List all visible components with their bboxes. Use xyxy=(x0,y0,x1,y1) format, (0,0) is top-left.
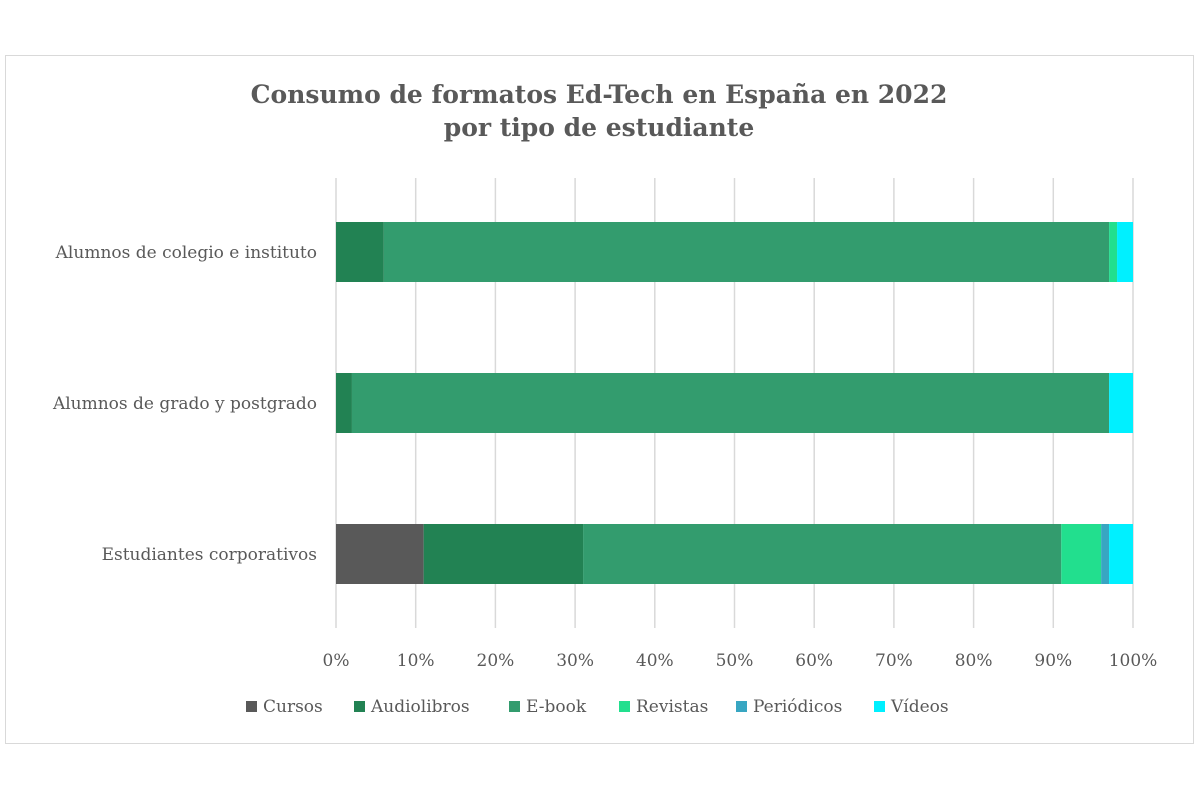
legend-item: Periódicos xyxy=(736,697,842,717)
legend-swatch xyxy=(354,701,365,712)
category-labels: Alumnos de colegio e instituto Alumnos de… xyxy=(52,243,317,565)
x-tick-label: 90% xyxy=(1034,651,1072,671)
bar-segment xyxy=(1101,524,1110,584)
chart-frame: Consumo de formatos Ed-Tech en España en… xyxy=(5,55,1194,744)
bar-segment xyxy=(351,373,1110,433)
bar-segment xyxy=(1109,373,1133,433)
legend: Cursos Audiolibros E-book Revistas Periódico… xyxy=(246,697,949,717)
x-tick-label: 50% xyxy=(716,651,754,671)
legend-label: Cursos xyxy=(263,697,323,717)
chart-subtitle: por tipo de estudiante xyxy=(444,113,755,142)
legend-swatch xyxy=(874,701,885,712)
category-label: Estudiantes corporativos xyxy=(102,545,317,565)
legend-swatch xyxy=(509,701,520,712)
bar-segment xyxy=(1117,222,1133,282)
bar-segment xyxy=(336,524,424,584)
bar-segment xyxy=(336,222,384,282)
bar-segment xyxy=(583,524,1062,584)
legend-item: Audiolibros xyxy=(354,697,470,717)
legend-label: Revistas xyxy=(636,697,708,717)
x-tick-label: 20% xyxy=(477,651,515,671)
bars xyxy=(336,222,1133,584)
x-tick-label: 80% xyxy=(955,651,993,671)
x-tick-label: 60% xyxy=(795,651,833,671)
x-tick-labels: 0% 10% 20% 30% 40% 50% 60% 70% 80% 90% 100% xyxy=(323,651,1158,671)
bar-segment xyxy=(1109,222,1118,282)
category-label: Alumnos de grado y postgrado xyxy=(52,394,317,414)
bar-segment xyxy=(1061,524,1102,584)
x-tick-label: 100% xyxy=(1109,651,1158,671)
bar-segment xyxy=(383,222,1110,282)
x-tick-label: 10% xyxy=(397,651,435,671)
legend-item: Revistas xyxy=(619,697,708,717)
legend-item: Vídeos xyxy=(874,697,949,717)
category-label: Alumnos de colegio e instituto xyxy=(55,243,317,263)
x-tick-label: 40% xyxy=(636,651,674,671)
legend-item: Cursos xyxy=(246,697,323,717)
legend-label: Periódicos xyxy=(753,697,842,717)
legend-label: Audiolibros xyxy=(370,697,470,717)
legend-swatch xyxy=(246,701,257,712)
x-tick-label: 0% xyxy=(323,651,350,671)
legend-swatch xyxy=(619,701,630,712)
legend-label: E-book xyxy=(526,697,587,717)
bar-segment xyxy=(336,373,352,433)
legend-item: E-book xyxy=(509,697,587,717)
chart-title: Consumo de formatos Ed-Tech en España en… xyxy=(251,80,948,109)
bar-segment xyxy=(1109,524,1133,584)
chart: Consumo de formatos Ed-Tech en España en… xyxy=(52,80,1158,717)
x-tick-label: 30% xyxy=(556,651,594,671)
legend-label: Vídeos xyxy=(890,697,949,717)
legend-swatch xyxy=(736,701,747,712)
bar-segment xyxy=(423,524,584,584)
x-tick-label: 70% xyxy=(875,651,913,671)
